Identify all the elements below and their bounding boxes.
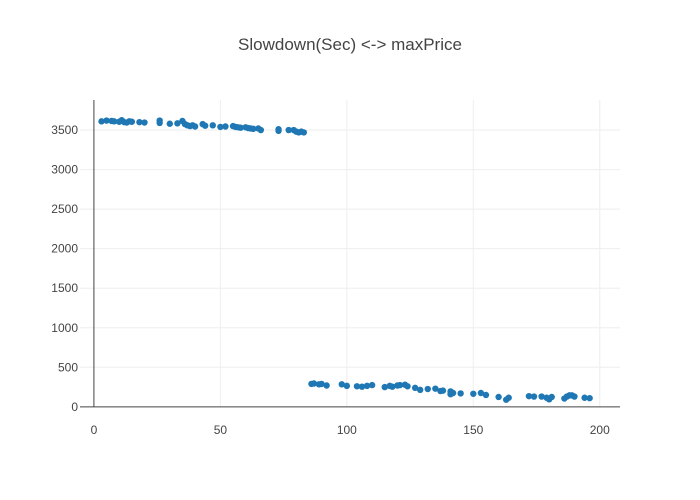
scatter-point [530, 393, 538, 400]
scatter-point [209, 122, 216, 129]
scatter-point [548, 393, 555, 401]
scatter-point [432, 385, 439, 392]
scatter-point [482, 391, 490, 399]
scatter-point [424, 385, 431, 393]
axes [80, 100, 620, 408]
scatter-point [166, 120, 173, 127]
scatter-point [217, 123, 224, 131]
y-tick-label: 1000 [51, 321, 78, 335]
scatter-point [323, 382, 330, 389]
scatter-point [368, 381, 376, 389]
y-tick-label: 3500 [51, 123, 78, 137]
scatter-point [477, 389, 485, 397]
scatter-point [191, 123, 199, 130]
y-tick-label: 3000 [51, 163, 78, 177]
scatter-point [110, 118, 118, 125]
x-tick-label: 0 [91, 423, 98, 437]
y-tick-label: 1500 [51, 281, 78, 295]
chart-title: Slowdown(Sec) <-> maxPrice [238, 35, 462, 54]
y-tick-label: 500 [58, 360, 78, 374]
scatter-point [285, 126, 292, 134]
scatter-point [495, 393, 502, 401]
scatter-point [141, 119, 148, 126]
scatter-point [156, 119, 163, 127]
scatter-point [411, 384, 419, 392]
scatter-point [174, 120, 181, 127]
scatter-point [222, 123, 229, 130]
scatter-point [310, 380, 318, 387]
scatter-point [128, 118, 136, 125]
scatter-point [318, 380, 325, 388]
scatter-point [381, 383, 388, 391]
x-tick-label: 100 [337, 423, 357, 437]
y-tick-label: 2000 [51, 242, 78, 256]
grid-lines [80, 100, 620, 407]
scatter-point [449, 389, 457, 397]
x-tick-label: 50 [214, 423, 228, 437]
scatter-point [338, 381, 345, 388]
scatter-point [300, 129, 308, 136]
scatter-point [538, 393, 545, 400]
scatter-point [343, 382, 351, 390]
scatter-point [505, 394, 512, 401]
scatter-point [404, 383, 411, 390]
scatter-point [201, 122, 209, 129]
scatter-point [363, 382, 371, 390]
scatter-point [586, 394, 593, 402]
scatter-point [571, 393, 578, 400]
scatter-point [396, 381, 404, 389]
x-tick-label: 150 [463, 423, 483, 437]
scatter-point [257, 126, 265, 134]
scatter-point [581, 394, 588, 401]
scatter-point [103, 117, 110, 124]
scatter-point [136, 118, 143, 126]
scatter-point [98, 118, 105, 125]
scatter-point [389, 383, 396, 390]
scatter-point [358, 383, 366, 390]
x-tick-label: 200 [590, 423, 610, 437]
data-points [98, 116, 593, 403]
scatter-point [416, 386, 424, 394]
scatter-point [439, 387, 447, 394]
scatter-point [470, 390, 477, 397]
scatter-point [275, 127, 282, 135]
scatter-point [237, 124, 244, 131]
y-tick-label: 2500 [51, 202, 78, 216]
scatter-point [250, 125, 257, 133]
y-tick-label: 0 [71, 400, 78, 414]
scatter-point [457, 390, 464, 397]
scatter-point [353, 383, 361, 390]
scatter-point [525, 392, 533, 400]
